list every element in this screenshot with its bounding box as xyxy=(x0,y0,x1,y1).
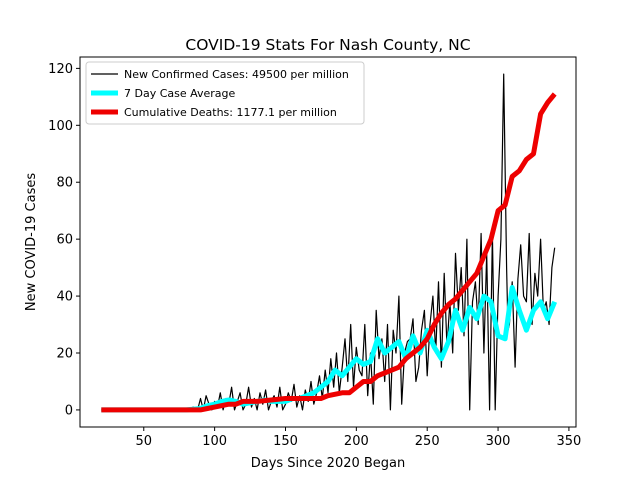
y-tick-label: 80 xyxy=(56,176,73,191)
x-axis-label: Days Since 2020 Began xyxy=(251,456,406,471)
legend-label-1: 7 Day Case Average xyxy=(124,87,236,100)
legend-label-2: Cumulative Deaths: 1177.1 per million xyxy=(124,106,337,119)
legend-label-0: New Confirmed Cases: 49500 per million xyxy=(124,68,349,81)
y-tick-label: 100 xyxy=(48,119,73,134)
x-tick-label: 200 xyxy=(344,434,369,449)
x-tick-label: 50 xyxy=(135,434,152,449)
x-tick-label: 100 xyxy=(202,434,227,449)
x-tick-label: 250 xyxy=(415,434,440,449)
chart-title: COVID-19 Stats For Nash County, NC xyxy=(185,36,470,54)
ticks-layer: 50 100 150 200 250 300 350 0 20 40 60 80 100 120 xyxy=(48,62,581,449)
series-layer xyxy=(101,73,558,413)
y-axis-label: New COVID-19 Cases xyxy=(24,173,39,311)
legend-box xyxy=(85,61,365,125)
x-tick-label: 150 xyxy=(273,434,298,449)
y-tick-label: 20 xyxy=(56,347,73,362)
legend: New Confirmed Cases: 49500 per million 7 … xyxy=(85,61,365,125)
y-tick-label: 0 xyxy=(65,403,73,418)
series-line-2 xyxy=(101,92,557,413)
y-tick-label: 120 xyxy=(48,62,73,77)
x-tick-label: 300 xyxy=(486,434,511,449)
plot-frame xyxy=(79,56,577,428)
x-tick-label: 350 xyxy=(557,434,582,449)
y-tick-label: 40 xyxy=(56,290,73,305)
y-tick-label: 60 xyxy=(56,233,73,248)
series-line-1 xyxy=(101,285,558,413)
